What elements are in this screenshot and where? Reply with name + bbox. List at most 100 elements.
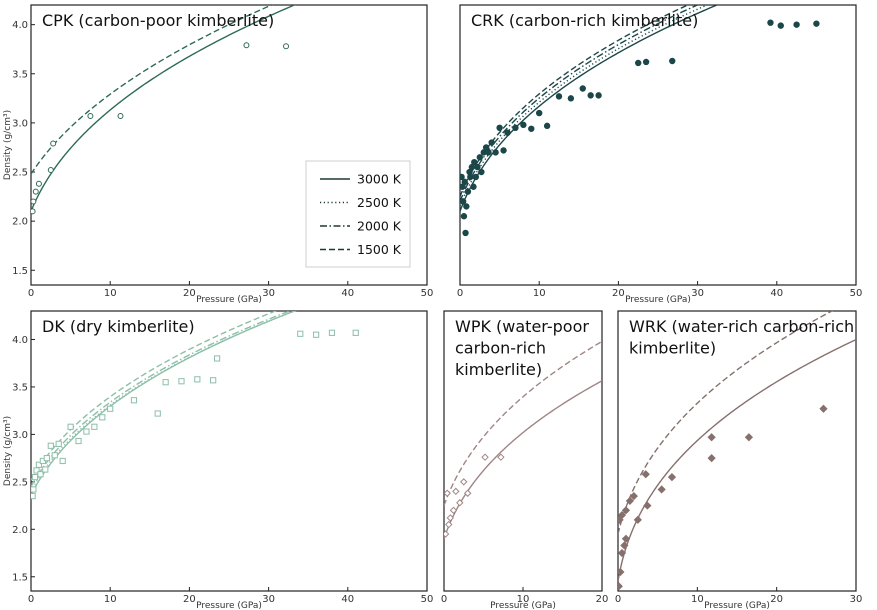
data-point [478, 168, 485, 176]
data-point [474, 163, 481, 171]
x-tick-label: 10 [104, 594, 117, 605]
data-point [460, 173, 465, 181]
series-line-3000k [31, 5, 297, 212]
data-point [463, 489, 472, 497]
panel-title: kimberlite) [455, 360, 542, 379]
data-point [59, 457, 66, 465]
data-point [452, 487, 460, 496]
data-point [500, 147, 507, 154]
data-point [55, 440, 62, 447]
data-point [107, 405, 114, 412]
data-point [445, 520, 453, 529]
data-point [214, 355, 221, 362]
data-point [35, 180, 42, 187]
panel-title: WRK (water-rich carbon-rich [629, 317, 854, 336]
data-point [328, 329, 336, 336]
x-axis-label: Pressure (GPa) [196, 601, 262, 610]
data-point [567, 95, 575, 102]
panel-wrk: 0 10 20 30 Pressure (GPa) WRK (water-rich car… [615, 310, 862, 610]
panel-title: kimberlite) [629, 339, 716, 358]
data-point [67, 423, 74, 430]
panels: 0 10 20 30 40 50 1.5 2.0 2.5 3.0 3.5 4.0 Pressure (G… [3, 4, 863, 610]
data-point [819, 404, 828, 413]
data-point [667, 472, 677, 482]
legend-label: 1500 K [357, 242, 402, 257]
data-point [32, 188, 39, 195]
x-tick-label: 20 [596, 594, 609, 605]
x-tick-label: 0 [441, 594, 447, 605]
panel-title: CPK (carbon-poor kimberlite) [42, 11, 274, 30]
data-point [461, 178, 468, 186]
panel-title: CRK (carbon-rich kimberlite) [471, 11, 698, 30]
data-point [99, 414, 106, 421]
data-point [456, 499, 464, 507]
data-point [504, 129, 511, 136]
data-point [47, 442, 54, 449]
x-axis-label: Pressure (GPa) [625, 295, 691, 305]
x-axis-label: Pressure (GPa) [196, 295, 262, 305]
data-point [50, 140, 57, 147]
data-point [625, 496, 635, 505]
data-point [777, 22, 784, 29]
data-point [42, 466, 49, 473]
data-point [446, 514, 455, 522]
data-point [621, 506, 631, 515]
x-tick-label: 20 [612, 288, 625, 299]
data-point [472, 173, 480, 181]
data-point [210, 377, 217, 384]
data-point [621, 534, 631, 543]
plot-frame [617, 310, 857, 592]
data-point [460, 478, 468, 486]
data-point [793, 21, 800, 28]
x-tick-label: 40 [770, 288, 783, 299]
y-tick-label: 1.5 [12, 266, 28, 277]
data-point [297, 330, 304, 337]
data-point [464, 188, 472, 195]
data-point [620, 541, 629, 550]
data-point [579, 85, 586, 92]
x-tick-label: 0 [457, 288, 463, 299]
series-line-3000k [618, 338, 856, 582]
data-point [512, 124, 519, 132]
y-tick-label: 2.5 [12, 477, 28, 488]
panel-title: WPK (water-poor [455, 317, 589, 336]
data-point [460, 183, 466, 190]
data-point [618, 548, 627, 558]
data-point [460, 198, 467, 205]
x-axis-label: Pressure (GPa) [490, 601, 556, 610]
data-point [75, 437, 82, 445]
data-point [528, 125, 535, 132]
panel-cpk: 0 10 20 30 40 50 1.5 2.0 2.5 3.0 3.5 4.0 Pressure (G… [3, 4, 433, 305]
data-point [35, 461, 43, 468]
data-point [635, 59, 642, 67]
series-line-2500k [460, 5, 709, 207]
panel-title: carbon-rich [455, 339, 546, 358]
data-point [629, 491, 638, 501]
x-tick-label: 40 [341, 288, 354, 299]
data-point [618, 582, 623, 591]
x-tick-label: 40 [341, 594, 354, 605]
y-tick-label: 1.5 [12, 572, 28, 583]
series-line-1500k [444, 340, 602, 506]
x-tick-label: 0 [28, 288, 34, 299]
data-point [462, 229, 469, 237]
data-point [463, 203, 470, 210]
data-point [536, 109, 543, 117]
data-point [91, 423, 98, 430]
y-tick-label: 3.0 [12, 118, 28, 129]
data-point [744, 433, 754, 442]
x-tick-label: 0 [28, 594, 34, 605]
y-tick-label: 3.5 [12, 69, 28, 80]
data-point [767, 19, 774, 26]
x-tick-label: 50 [421, 594, 434, 605]
x-tick-label: 50 [850, 288, 863, 299]
y-tick-label: 4.0 [12, 20, 28, 31]
data-point [543, 122, 551, 130]
data-point [444, 489, 451, 497]
data-point [43, 455, 50, 462]
data-point [444, 530, 450, 538]
y-axis-label: Density (g/cm³) [3, 416, 13, 486]
x-tick-label: 30 [262, 288, 275, 299]
data-point [488, 139, 495, 146]
data-point [117, 113, 124, 120]
